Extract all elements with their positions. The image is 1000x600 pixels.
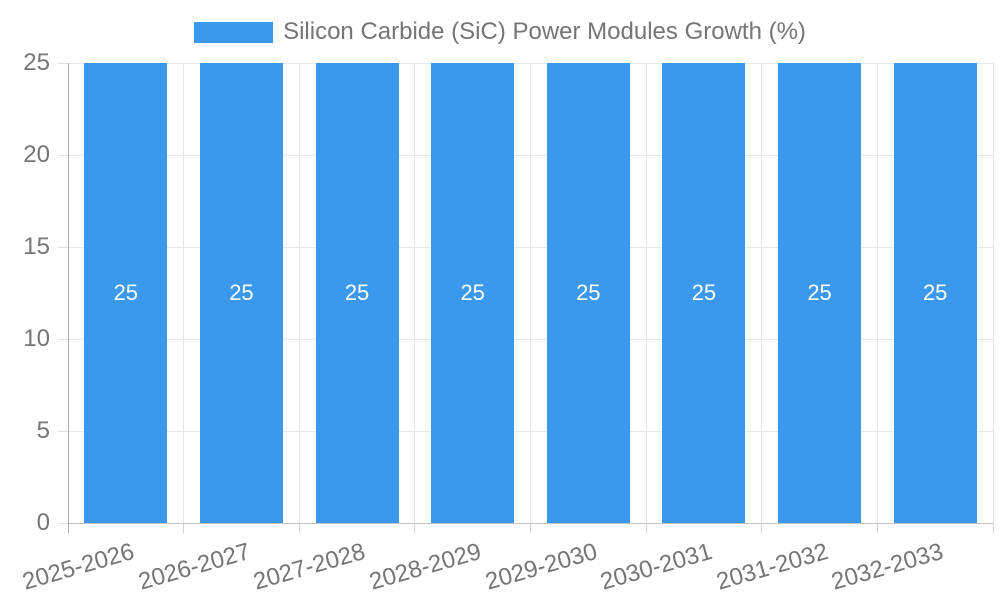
x-axis-tick (876, 523, 878, 533)
bar: 25 (84, 63, 168, 523)
x-axis-tick (298, 523, 300, 533)
x-axis-tick (183, 523, 185, 533)
x-axis-tick (67, 523, 69, 533)
bar-value-label: 25 (576, 280, 601, 305)
gridline-v (645, 63, 647, 523)
x-axis-tick (992, 523, 994, 533)
x-axis-label: 2030-2031 (597, 538, 716, 596)
y-axis-label: 20 (23, 141, 50, 168)
gridline-v (876, 63, 878, 523)
x-axis-tick (761, 523, 763, 533)
legend-label: Silicon Carbide (SiC) Power Modules Grow… (283, 18, 806, 45)
legend-color-swatch (194, 21, 274, 43)
bar-value-label: 25 (922, 280, 948, 305)
bar: 25 (431, 63, 515, 523)
gridline-v (414, 63, 416, 523)
bar: 25 (893, 63, 977, 523)
x-axis-tick (414, 523, 416, 533)
y-axis-tick (58, 246, 68, 248)
y-axis-label: 5 (36, 417, 50, 444)
bar: 25 (315, 63, 399, 523)
bar-value-label: 25 (113, 280, 139, 305)
bar-value-label: 25 (344, 280, 370, 305)
gridline-v (183, 63, 185, 523)
bar-value-label: 25 (460, 280, 485, 305)
y-axis-tick (58, 338, 68, 340)
y-axis-label: 10 (23, 325, 50, 352)
x-axis-label: 2032-2033 (828, 538, 947, 596)
chart-legend: Silicon Carbide (SiC) Power Modules Grow… (0, 20, 1000, 44)
bar: 25 (546, 63, 630, 523)
x-axis-label: 2028-2029 (366, 538, 485, 596)
bar-value-label: 25 (691, 280, 717, 305)
x-axis-label: 2025-2026 (19, 538, 138, 596)
bar-value-label: 25 (807, 280, 832, 305)
bar: 25 (199, 63, 283, 523)
gridline-v (298, 63, 300, 523)
gridline-v (992, 63, 994, 523)
bar: 25 (778, 63, 862, 523)
x-axis-tick (530, 523, 531, 533)
x-axis-label: 2031-2032 (713, 538, 832, 596)
y-axis-tick (58, 154, 68, 156)
y-axis-label: 0 (36, 509, 50, 536)
y-axis-line (67, 63, 69, 523)
bar: 25 (662, 63, 746, 523)
x-axis-tick (645, 523, 647, 533)
y-axis-tick (58, 430, 68, 432)
bar-value-label: 25 (229, 280, 254, 305)
x-axis-label: 2026-2027 (135, 538, 253, 596)
y-axis-tick (58, 62, 68, 64)
gridline-v (530, 63, 531, 523)
gridline-v (761, 63, 763, 523)
y-axis-tick (58, 522, 68, 524)
y-axis-label: 25 (23, 49, 50, 76)
x-axis-label: 2027-2028 (250, 538, 369, 596)
y-axis-label: 15 (23, 233, 50, 260)
x-axis-label: 2029-2030 (481, 538, 600, 596)
